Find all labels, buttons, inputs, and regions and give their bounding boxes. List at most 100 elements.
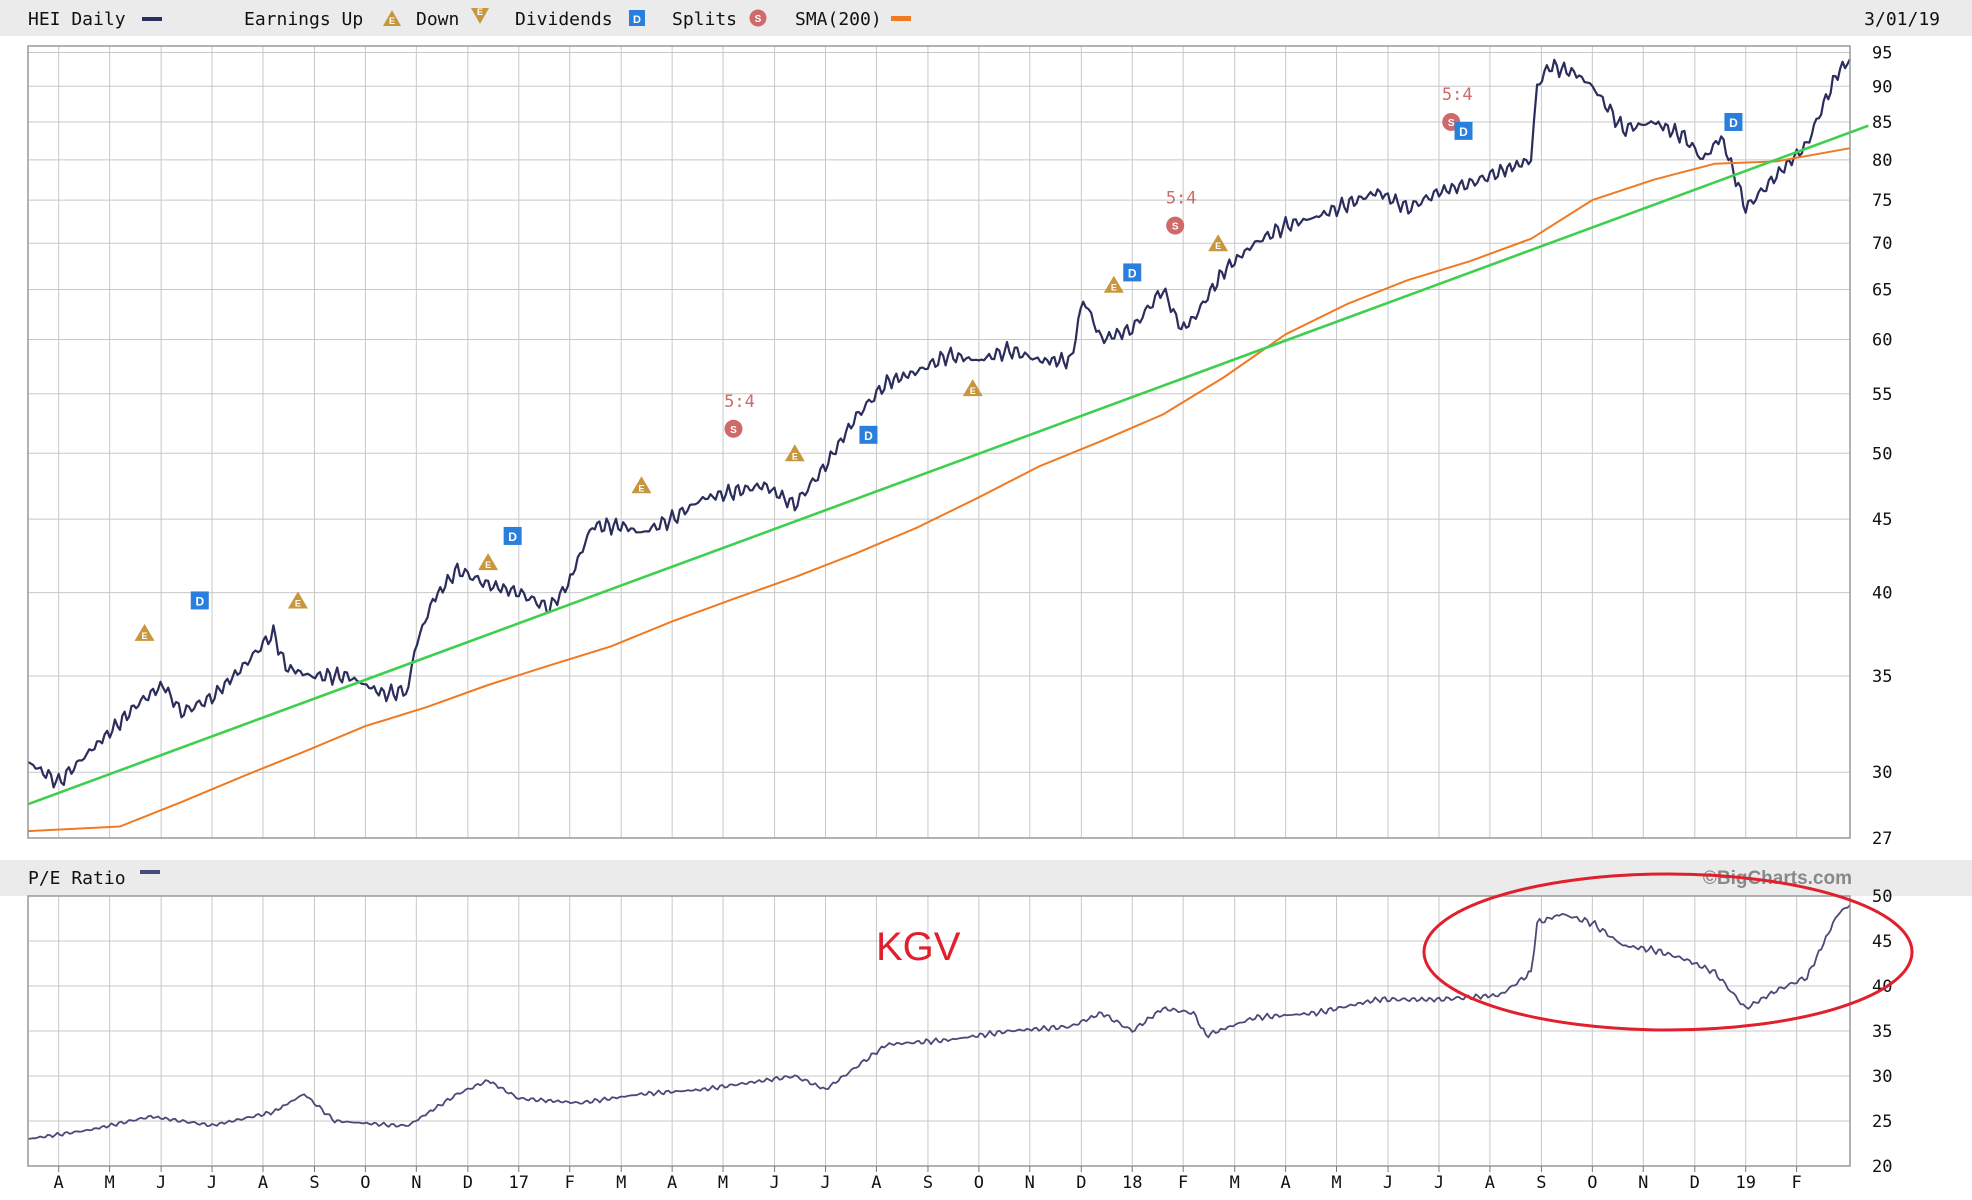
y-tick-label: 85: [1872, 113, 1892, 133]
dividend-icon: [503, 526, 522, 545]
price-y-axis: 27 30 35 40 45 50 55 60 65 70 75 80 85 90 95: [1872, 44, 1892, 849]
x-tick-label: D: [1076, 1173, 1086, 1193]
x-tick-label: M: [104, 1173, 114, 1193]
dividend-marker-letter: D: [195, 594, 204, 608]
split-marker-letter: S: [1172, 222, 1179, 233]
x-tick-label: 17: [509, 1173, 529, 1193]
x-tick-label: A: [258, 1173, 268, 1193]
dividend-marker-letter: D: [1128, 266, 1137, 280]
x-tick-label: J: [769, 1173, 779, 1193]
x-tick-label: J: [1383, 1173, 1393, 1193]
split-icon: S: [749, 9, 767, 27]
pe-y-tick-label: 35: [1872, 1022, 1892, 1042]
dividend-icon: [1454, 121, 1473, 140]
split-marker-letter: S: [730, 425, 737, 436]
dividend-marker: D: [1724, 112, 1743, 131]
x-tick-label: N: [1638, 1173, 1648, 1193]
earnings-marker-letter: E: [638, 483, 644, 493]
y-tick-label: 95: [1872, 44, 1892, 64]
pe-y-tick-label: 50: [1872, 887, 1892, 907]
x-tick-label: F: [1178, 1173, 1188, 1193]
earnings-marker-letter: E: [485, 560, 491, 570]
dividend-marker: D: [1123, 263, 1142, 282]
split-marker: S 5:4: [1166, 189, 1197, 235]
x-tick-label: A: [871, 1173, 881, 1193]
sma-swatch: [891, 16, 911, 21]
dividend-marker-letter: D: [864, 429, 873, 443]
price-series: [27, 58, 1869, 833]
header-bar: [0, 0, 1972, 36]
earnings-marker-letter: E: [1111, 283, 1117, 293]
x-tick-label: J: [1434, 1173, 1444, 1193]
x-tick-label: 18: [1122, 1173, 1142, 1193]
split-letter: S: [755, 14, 762, 25]
pe-label: P/E Ratio: [28, 868, 126, 889]
series-line-hei-daily: [27, 58, 1851, 789]
pe-swatch: [140, 870, 160, 874]
x-tick-label: M: [616, 1173, 626, 1193]
dividend-icon: [1724, 112, 1743, 131]
earnings-down-letter: E: [477, 7, 483, 17]
earnings-down-icon: E: [471, 7, 489, 24]
series-line-pe-ratio: [27, 904, 1851, 1140]
sma-label: SMA(200): [795, 9, 882, 30]
dividend-letter: D: [633, 14, 641, 26]
x-tick-label: M: [1331, 1173, 1341, 1193]
earnings-down-label: Down: [416, 9, 459, 30]
earnings-up-marker: E: [784, 444, 805, 462]
earnings-marker-letter: E: [295, 598, 301, 608]
lower-header-bar: [0, 860, 1972, 896]
x-tick-label: J: [207, 1173, 217, 1193]
dividend-icon: [859, 425, 878, 444]
earnings-up-icon: [478, 553, 499, 571]
earnings-up-marker: E: [478, 553, 499, 571]
x-tick-label: N: [1025, 1173, 1035, 1193]
earnings-up-marker: E: [631, 476, 652, 494]
kgv-annotation: KGV: [876, 925, 961, 969]
earnings-up-icon: [962, 379, 983, 397]
split-icon: [724, 419, 743, 438]
dividend-icon: [1123, 263, 1142, 282]
x-tick-label: F: [1792, 1173, 1802, 1193]
earnings-marker-letter: E: [970, 386, 976, 396]
earnings-up-marker: E: [1208, 234, 1229, 252]
y-tick-label: 90: [1872, 77, 1892, 97]
x-tick-label: D: [463, 1173, 473, 1193]
split-ratio-label: 5:4: [724, 392, 755, 412]
pe-y-tick-label: 20: [1872, 1157, 1892, 1177]
dividends-label: Dividends: [515, 9, 613, 30]
earnings-up-icon: [631, 476, 652, 494]
x-axis: A M J J A S O N D 17 F M A M J J A S O N D 18 F M A M J J A S O N D 19 F: [54, 1166, 1802, 1193]
earnings-up-marker: E: [1103, 275, 1124, 293]
y-tick-label: 50: [1872, 444, 1892, 464]
y-tick-label: 55: [1872, 385, 1892, 405]
earnings-up-icon: [1103, 275, 1124, 293]
earnings-up-icon: [287, 591, 308, 609]
dividend-icon: D: [629, 10, 645, 26]
earnings-up-marker: E: [134, 623, 155, 641]
split-marker: S 5:4: [1442, 85, 1473, 131]
earnings-up-icon: E: [383, 10, 401, 26]
series-line-trend: [27, 124, 1869, 806]
x-tick-label: S: [309, 1173, 319, 1193]
symbol-swatch: [142, 17, 162, 21]
y-tick-label: 80: [1872, 151, 1892, 171]
earnings-up-letter: E: [389, 16, 395, 26]
earnings-marker-letter: E: [792, 451, 798, 461]
highlight-ellipse: [1422, 872, 1914, 1032]
copyright-label: ©BigCharts.com: [1703, 868, 1852, 889]
x-tick-label: F: [565, 1173, 575, 1193]
x-tick-label: N: [411, 1173, 421, 1193]
split-marker: S 5:4: [724, 392, 755, 438]
x-tick-label: D: [1690, 1173, 1700, 1193]
date-label: 3/01/19: [1864, 9, 1940, 30]
dividend-marker-letter: D: [1459, 125, 1468, 139]
dividend-marker: D: [1454, 121, 1473, 140]
earnings-marker-letter: E: [1215, 241, 1221, 251]
y-tick-label: 70: [1872, 234, 1892, 254]
y-tick-label: 65: [1872, 280, 1892, 300]
y-tick-label: 27: [1872, 829, 1892, 849]
pe-grid: [28, 895, 1850, 1167]
y-tick-label: 45: [1872, 510, 1892, 530]
